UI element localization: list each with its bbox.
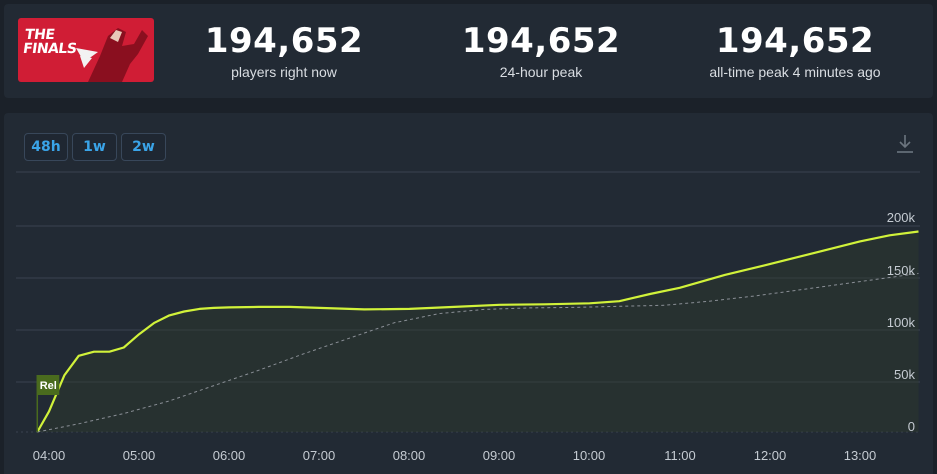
x-axis: 04:00 05:00 06:00 07:00 08:00 09:00 10:00 11:00… — [33, 448, 877, 463]
stat-value: 194,652 — [715, 21, 875, 61]
series-layer — [36, 230, 919, 433]
x-tick-label: 06:00 — [213, 448, 246, 463]
annotations: Rel — [36, 375, 60, 432]
y-axis: 0 50k 100k 150k 200k — [887, 210, 916, 434]
x-tick-label: 11:00 — [664, 448, 696, 463]
game-logo-text: THE FINALS — [21, 27, 78, 57]
download-icon[interactable] — [894, 133, 916, 155]
stat-current-players: 194,652 players right now — [194, 22, 374, 80]
y-tick-label: 100k — [887, 315, 916, 330]
x-tick-label: 12:00 — [754, 448, 787, 463]
character-art — [76, 28, 148, 82]
stat-label: 24-hour peak — [499, 64, 583, 80]
y-tick-label: 0 — [908, 419, 915, 434]
series-line-comparison — [37, 272, 919, 433]
x-tick-label: 07:00 — [303, 448, 336, 463]
x-tick-label: 04:00 — [33, 448, 66, 463]
player-count-chart: 0 50k 100k 150k 200k 04:00 05:00 06:00 07:00 08:… — [16, 171, 920, 463]
release-flag-label: Rel — [40, 380, 57, 392]
x-tick-label: 13:00 — [844, 448, 877, 463]
series-line-players — [36, 230, 919, 433]
range-1w-button[interactable]: 1w — [72, 133, 117, 161]
release-flag[interactable] — [37, 375, 60, 395]
y-tick-label: 200k — [887, 210, 916, 225]
stat-value: 194,652 — [204, 21, 364, 61]
range-48h-button[interactable]: 48h — [24, 133, 68, 161]
x-tick-label: 05:00 — [123, 448, 156, 463]
stat-value: 194,652 — [461, 21, 621, 61]
stats-panel: THE FINALS 194,652 players right now 194… — [4, 4, 933, 98]
chart-panel: 48h 1w 2w — [4, 113, 933, 474]
y-tick-label: 150k — [887, 263, 916, 278]
stat-label: all-time peak 4 minutes ago — [709, 64, 881, 80]
grid — [16, 171, 920, 433]
x-tick-label: 09:00 — [483, 448, 516, 463]
stat-label: players right now — [231, 64, 337, 80]
game-logo[interactable]: THE FINALS — [18, 18, 154, 82]
range-2w-button[interactable]: 2w — [121, 133, 166, 161]
y-tick-label: 50k — [894, 367, 915, 382]
stat-all-time-peak: 194,652 all-time peak 4 minutes ago — [680, 22, 910, 80]
stat-24h-peak: 194,652 24-hour peak — [451, 22, 631, 80]
x-tick-label: 10:00 — [573, 448, 606, 463]
area-fill — [37, 231, 919, 432]
x-tick-label: 08:00 — [393, 448, 426, 463]
